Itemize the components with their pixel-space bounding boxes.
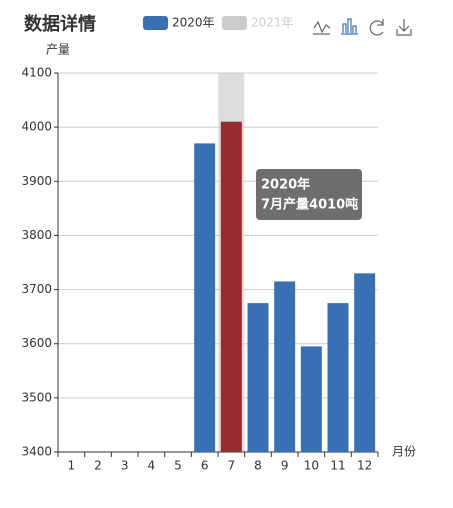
x-tick-label: 1 xyxy=(68,459,76,473)
y-tick-label: 3700 xyxy=(21,282,52,296)
y-tick-label: 4100 xyxy=(21,66,52,80)
line-icon[interactable] xyxy=(313,20,331,35)
bar xyxy=(247,303,269,452)
x-axis-label: 月份 xyxy=(392,445,416,459)
y-tick-label: 3400 xyxy=(21,445,52,459)
bar-icon[interactable] xyxy=(341,18,358,35)
x-tick-label: 8 xyxy=(254,459,262,473)
y-tick-label: 3800 xyxy=(21,228,52,242)
x-tick-label: 7 xyxy=(228,459,236,473)
legend-label[interactable]: 2020年 xyxy=(172,16,215,30)
x-tick-label: 10 xyxy=(304,459,319,473)
bar xyxy=(327,303,349,452)
bar xyxy=(300,346,322,452)
y-tick-label: 3600 xyxy=(21,336,52,350)
y-tick-label: 4000 xyxy=(21,120,52,134)
y-axis-label: 产量 xyxy=(46,43,70,57)
bar xyxy=(354,273,376,452)
tooltip-title: 2020年 xyxy=(261,177,310,193)
legend-label[interactable]: 2021年 xyxy=(251,16,294,30)
x-tick-label: 2 xyxy=(94,459,102,473)
x-tick-label: 11 xyxy=(330,459,345,473)
x-tick-label: 6 xyxy=(201,459,209,473)
toolbox xyxy=(313,18,412,36)
x-tick-label: 9 xyxy=(281,459,289,473)
x-tick-label: 3 xyxy=(121,459,129,473)
download-icon[interactable] xyxy=(396,19,412,36)
bar xyxy=(220,121,242,452)
x-tick-label: 4 xyxy=(148,459,156,473)
tooltip-text: 7月产量4010吨 xyxy=(261,197,358,213)
tooltip-box xyxy=(256,169,362,220)
legend-swatch xyxy=(143,16,168,30)
y-tick-label: 3900 xyxy=(21,174,52,188)
x-tick-label: 12 xyxy=(357,459,372,473)
bar xyxy=(274,281,296,452)
x-tick-label: 5 xyxy=(174,459,182,473)
bar xyxy=(194,143,216,452)
legend-swatch xyxy=(222,16,247,30)
restore-icon[interactable] xyxy=(369,19,384,36)
y-tick-label: 3500 xyxy=(21,390,52,404)
chart-title: 数据详情 xyxy=(24,13,96,35)
